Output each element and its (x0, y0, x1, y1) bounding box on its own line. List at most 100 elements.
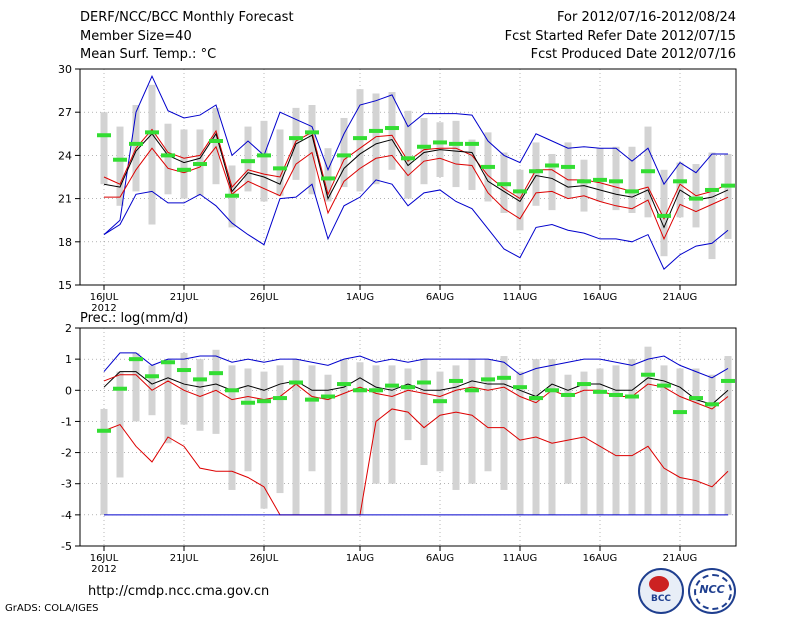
x-tick-label: 16JUL (90, 553, 119, 564)
spread-box (516, 169, 524, 231)
grads-credit: GrADS: COLA/IGES (5, 603, 99, 614)
median-marker (561, 392, 575, 397)
series-line-ens_max (103, 74, 728, 235)
spread-box (244, 368, 252, 472)
y-tick-label: 2 (65, 322, 72, 335)
median-marker (481, 164, 495, 169)
median-marker (209, 139, 223, 143)
x-tick-label: 21AUG (663, 553, 698, 564)
y-tick-label: 1 (65, 353, 72, 366)
median-marker (577, 382, 591, 387)
median-marker (241, 400, 255, 405)
spread-box (276, 365, 284, 494)
median-marker (225, 193, 239, 198)
ncc-logo-text: NCC (699, 583, 725, 596)
median-marker (721, 183, 735, 188)
precip-title: Prec.: log(mm/d) (80, 311, 188, 326)
spread-box (564, 374, 572, 484)
median-marker (321, 176, 335, 181)
median-marker (97, 133, 111, 138)
x-tick-label: 21JUL (170, 292, 199, 303)
spread-box (340, 117, 348, 188)
median-marker (145, 374, 159, 379)
median-marker (113, 386, 127, 391)
median-marker (545, 388, 559, 393)
plot-frame (79, 327, 737, 547)
spread-box (212, 349, 220, 434)
median-marker (241, 159, 255, 164)
median-marker (529, 396, 543, 401)
spread-box (596, 148, 604, 202)
spread-box (180, 352, 188, 425)
median-marker (673, 410, 687, 415)
spread-box (660, 365, 668, 515)
median-marker (593, 177, 607, 182)
y-tick-label: -3 (61, 478, 72, 491)
median-marker (305, 130, 319, 135)
x-tick-label: 1AUG (346, 553, 374, 564)
median-marker (209, 371, 223, 376)
spread-box (308, 365, 316, 472)
median-marker (369, 128, 383, 133)
spread-box (260, 371, 268, 509)
median-marker (321, 394, 335, 399)
median-marker (385, 383, 399, 388)
median-marker (353, 136, 367, 141)
spread-box (292, 359, 300, 515)
median-marker (465, 141, 479, 146)
y-tick-label: 21 (58, 193, 72, 206)
spread-box (548, 359, 556, 515)
median-marker (673, 179, 687, 184)
median-marker (337, 153, 351, 158)
x-tick-label: 1AUG (346, 292, 374, 303)
median-marker (129, 141, 143, 146)
spread-box (468, 359, 476, 484)
median-marker (609, 392, 623, 397)
member-size-label: Member Size=40 (80, 29, 192, 44)
spread-box (420, 117, 428, 185)
median-marker (305, 397, 319, 402)
spread-box (356, 362, 364, 515)
x-tick-label: 16JUL (90, 292, 119, 303)
x-tick-label: 11AUG (503, 292, 538, 303)
y-tick-label: -2 (61, 447, 72, 460)
median-marker (513, 189, 527, 194)
bcc-logo-text: BCC (650, 594, 672, 604)
spread-box (404, 368, 412, 441)
median-marker (465, 388, 479, 393)
footer-url[interactable]: http://cmdp.ncc.cma.gov.cn (88, 584, 270, 599)
spread-box (372, 93, 380, 185)
median-marker (513, 385, 527, 390)
median-marker (177, 167, 191, 172)
produced-date: Fcst Produced Date 2012/07/16 (530, 47, 736, 62)
median-marker (657, 213, 671, 218)
spread-box (324, 148, 332, 202)
x-tick-year-label: 2012 (91, 564, 116, 575)
median-marker (273, 396, 287, 401)
spread-box (708, 152, 716, 260)
spread-box (724, 356, 732, 515)
spread-box (532, 142, 540, 206)
spread-box (612, 146, 620, 211)
spread-box (388, 92, 396, 170)
series-line-mean (103, 132, 729, 229)
x-tick-label: 11AUG (503, 553, 538, 564)
median-marker (273, 166, 287, 171)
median-marker (161, 360, 175, 365)
median-marker (481, 377, 495, 382)
spread-box (116, 126, 124, 206)
median-marker (721, 378, 735, 383)
spread-box (452, 120, 460, 188)
median-marker (433, 140, 447, 145)
spread-box (260, 120, 268, 202)
median-marker (289, 380, 303, 385)
spread-box (484, 359, 492, 472)
spread-box (404, 110, 412, 199)
spread-box (164, 123, 172, 195)
median-marker (657, 383, 671, 388)
spread-box (324, 374, 332, 515)
median-marker (257, 399, 271, 404)
